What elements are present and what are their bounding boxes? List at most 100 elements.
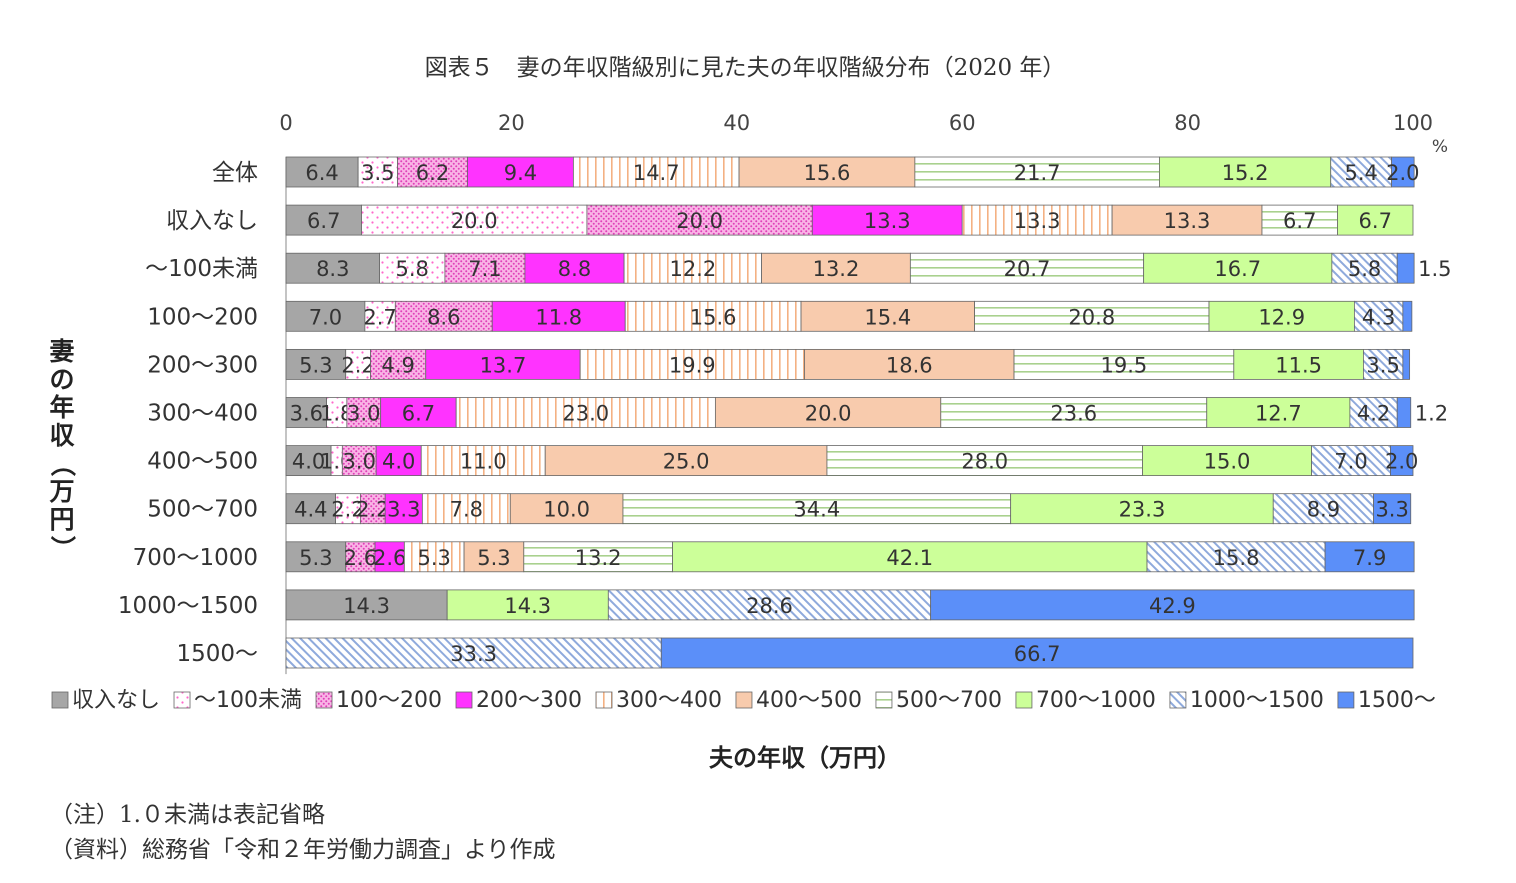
- bar-segment: [1337, 204, 1414, 236]
- stacked-bar-chart: 図表５ 妻の年収階級別に見た夫の年収階級分布（2020 年） 0 20 40 60 80…: [48, 55, 1452, 772]
- data-label: 11.0: [460, 450, 507, 474]
- y-category-label: 700～1000: [133, 545, 258, 571]
- bar-segment: [374, 541, 405, 573]
- x-tick-label: 0: [279, 111, 292, 135]
- data-label: 34.4: [793, 498, 840, 522]
- x-unit-label: %: [1432, 137, 1448, 157]
- bar-segment: [345, 541, 376, 573]
- data-label: 15.2: [1222, 161, 1269, 185]
- bar-segment: [384, 493, 423, 525]
- bar-segment: [285, 348, 347, 380]
- data-label: 1.2: [1415, 402, 1448, 426]
- y-axis-title: 妻の年収（万円）: [48, 337, 77, 561]
- y-category-label: ～100未満: [145, 256, 258, 282]
- data-label: 15.8: [1213, 546, 1260, 570]
- data-label: 15.6: [804, 161, 851, 185]
- y-category-label: 300～400: [147, 401, 258, 427]
- data-label: 7.0: [1334, 450, 1367, 474]
- legend-label: 1500～: [1358, 688, 1436, 713]
- bar-segment: [672, 541, 1148, 573]
- data-label: 7.1: [468, 257, 501, 281]
- data-label: 2.2: [341, 353, 374, 377]
- data-label: 2.2: [356, 498, 389, 522]
- data-label: 11.8: [535, 305, 582, 329]
- legend-swatch: [1169, 691, 1187, 709]
- bar-segment: [544, 445, 828, 477]
- bar-segment: [491, 300, 626, 332]
- bar-segment: [285, 204, 362, 236]
- data-label: 33.3: [450, 642, 497, 666]
- data-label: 19.9: [669, 353, 716, 377]
- data-label: 20.0: [676, 209, 723, 233]
- bar-segment: [345, 348, 371, 380]
- bar-segment: [524, 252, 625, 284]
- data-label: 5.3: [417, 546, 450, 570]
- bar-segment: [1143, 252, 1333, 284]
- data-label: 12.9: [1258, 305, 1305, 329]
- bar-segment: [285, 445, 332, 477]
- legend-label: 300～400: [616, 688, 722, 713]
- bar-segment: [607, 589, 932, 621]
- bar-segment: [623, 252, 762, 284]
- legend-label: 500～700: [896, 688, 1002, 713]
- data-label: 3.5: [1366, 353, 1399, 377]
- data-label: 9.4: [504, 161, 537, 185]
- data-label: 10.0: [543, 498, 590, 522]
- bar-segment: [403, 541, 465, 573]
- bar-segment: [1391, 156, 1415, 188]
- legend-swatch: [1015, 691, 1033, 709]
- bar-segment: [285, 397, 327, 428]
- data-label: 15.0: [1204, 450, 1251, 474]
- y-category-label: 1000～1500: [118, 593, 258, 619]
- data-label: 5.3: [477, 546, 510, 570]
- data-label: 3.3: [1375, 498, 1408, 522]
- data-label: 25.0: [663, 450, 710, 474]
- data-label: 4.3: [1362, 305, 1395, 329]
- data-label: 42.9: [1149, 594, 1196, 618]
- y-title-char: 妻: [49, 337, 74, 366]
- bar-segment: [1272, 493, 1374, 525]
- data-label: 12.2: [669, 257, 716, 281]
- x-tick-label: 100: [1393, 111, 1433, 135]
- bar-segment: [1396, 252, 1415, 284]
- bar-segment: [1396, 397, 1412, 428]
- x-tick-label: 20: [498, 111, 525, 135]
- bar-segment: [346, 397, 382, 428]
- data-label: 42.1: [886, 546, 933, 570]
- bar-segment: [359, 493, 386, 525]
- data-label: 28.0: [961, 450, 1008, 474]
- data-label: 2.7: [363, 305, 396, 329]
- bar-segment: [624, 300, 802, 332]
- legend-swatch: [455, 691, 473, 709]
- y-title-char: 円: [49, 505, 74, 534]
- legend-swatch: [735, 691, 753, 709]
- bar-segment: [1206, 397, 1351, 428]
- y-category-label: 400～500: [147, 449, 258, 475]
- bar-segment: [1349, 397, 1398, 428]
- bar-segment: [1402, 348, 1411, 380]
- data-label: 3.6: [290, 402, 323, 426]
- y-title-char: 収: [49, 421, 75, 450]
- bar-segment: [826, 445, 1143, 477]
- x-tick-label: 80: [1174, 111, 1201, 135]
- legend-label: ～100未満: [194, 688, 302, 713]
- data-label: 6.7: [1359, 209, 1392, 233]
- bar-segment: [375, 445, 422, 477]
- bar-segment: [1233, 348, 1364, 380]
- y-title-char: （: [48, 451, 77, 476]
- data-label: 4.2: [1357, 402, 1390, 426]
- y-category-label: 200～300: [147, 352, 258, 378]
- legend-swatch: [51, 691, 69, 709]
- bar-segment: [285, 493, 336, 525]
- legend: 収入なし ～100未満 100～200 200～300 300～400 400～500 50…: [51, 688, 1436, 713]
- bars: 6.4 3.5 6.2 9.4 14.7 15.6 21.7 15.2 5.4 2.0 6.7 20.…: [285, 156, 1452, 669]
- data-label: 4.4: [294, 498, 327, 522]
- data-label: 16.7: [1214, 257, 1261, 281]
- bar-segment: [961, 204, 1113, 236]
- data-label: 7.0: [309, 305, 342, 329]
- bar-segment: [370, 348, 427, 380]
- x-axis-title: 夫の年収（万円）: [709, 744, 901, 772]
- y-category-label: 収入なし: [166, 208, 258, 234]
- bar-segment: [285, 252, 380, 284]
- legend-swatch: [315, 691, 333, 709]
